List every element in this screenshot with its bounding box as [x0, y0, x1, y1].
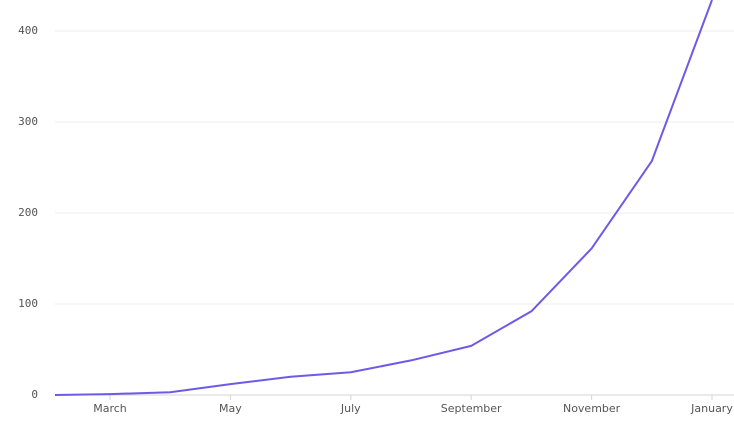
y-tick-label: 400: [18, 24, 38, 37]
y-tick-label: 200: [18, 206, 38, 219]
line: [54, 0, 713, 396]
y-tick-label: 300: [18, 115, 38, 128]
x-tick-label: March: [93, 402, 127, 415]
x-tick-label: January: [690, 402, 733, 415]
y-tick-label: 0: [31, 388, 38, 401]
x-tick-label: May: [219, 402, 242, 415]
x-tick-label: November: [563, 402, 621, 415]
x-tick-label: July: [340, 402, 361, 415]
x-tick-label: September: [441, 402, 502, 415]
y-tick-label: 100: [18, 297, 38, 310]
